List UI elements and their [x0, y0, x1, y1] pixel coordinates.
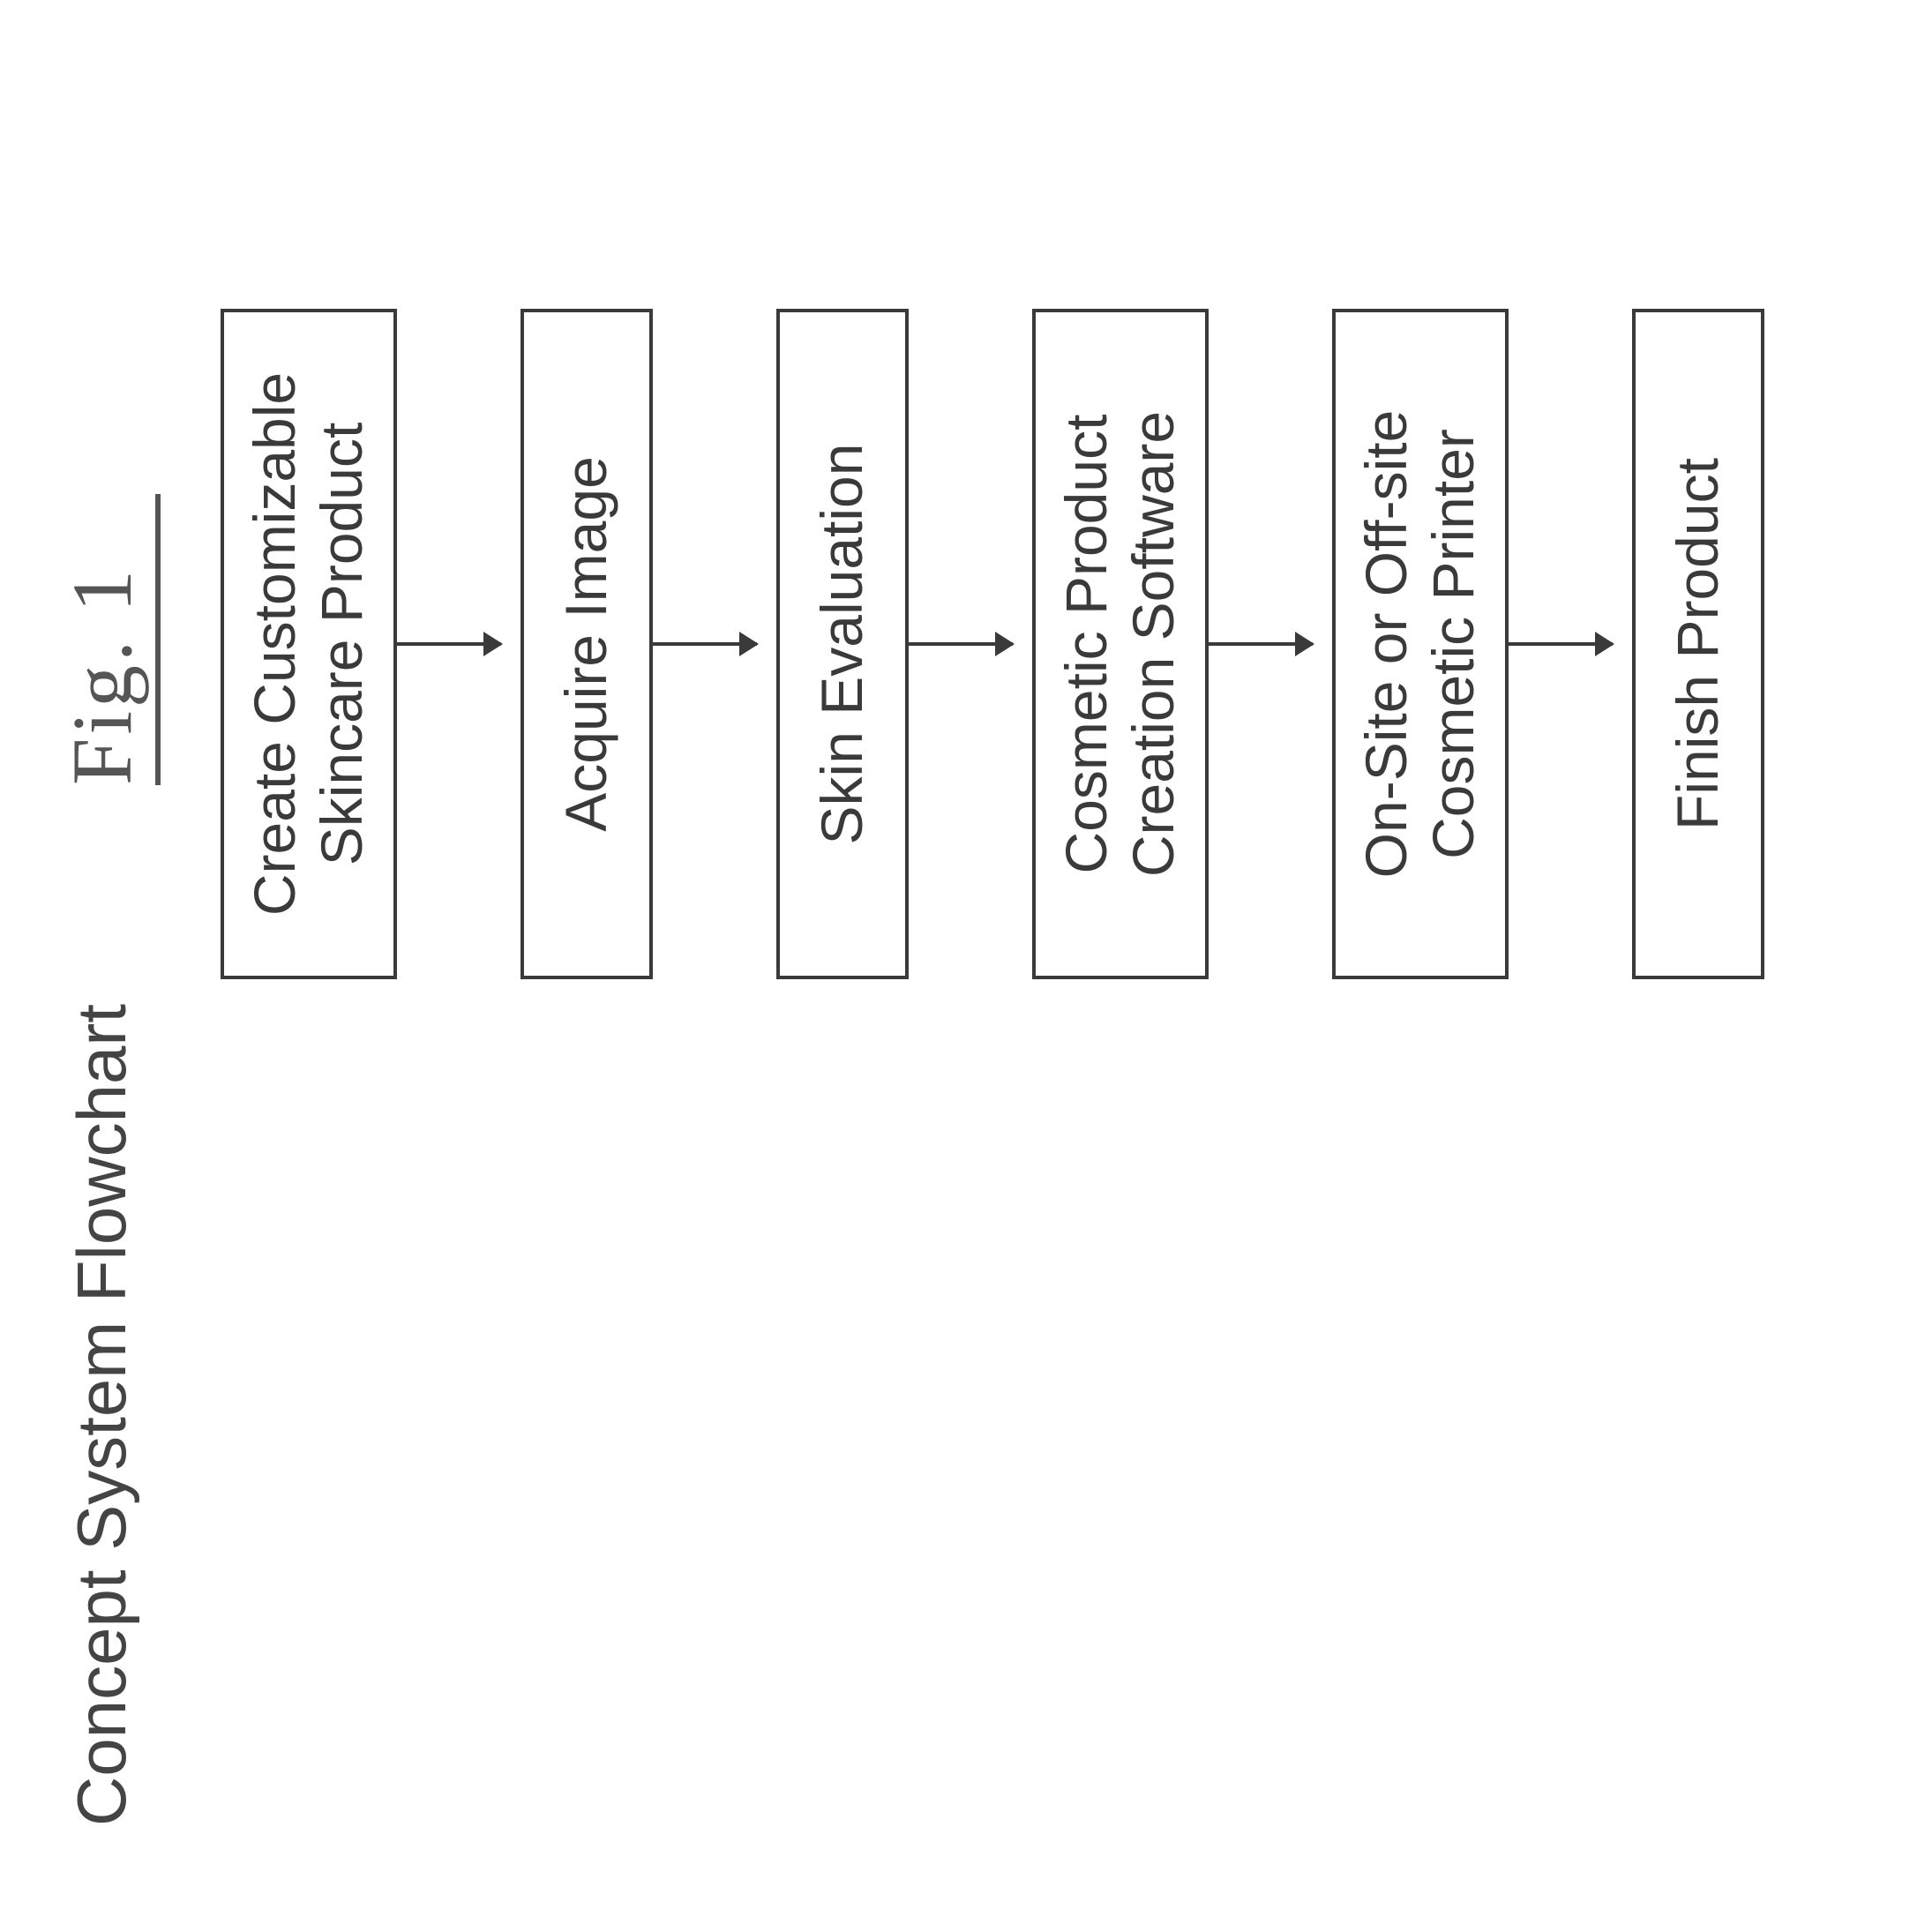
flow-arrow-n2-n3 [653, 642, 757, 646]
flow-arrow-n3-n4 [909, 642, 1013, 646]
page: Concept System Flowchart Fig. 1 Create C… [0, 0, 1749, 1932]
page-title: Concept System Flowchart [62, 1004, 142, 1826]
figure-label: Fig. 1 [53, 566, 151, 785]
stage: Concept System Flowchart Fig. 1 Create C… [0, 183, 1932, 1932]
flow-node-n3: Skin Evaluation [776, 309, 909, 979]
flow-node-n2: Acquire Image [520, 309, 653, 979]
flow-node-n1: Create CustomizableSkincare Product [221, 309, 397, 979]
figure-label-underline [155, 494, 161, 785]
flow-node-n6: Finish Product [1632, 309, 1764, 979]
flow-arrow-n5-n6 [1509, 642, 1613, 646]
flow-node-n4: Cosmetic ProductCreation Software [1032, 309, 1209, 979]
flow-node-n5: On-Site or Off-siteCosmetic Printer [1332, 309, 1509, 979]
flow-arrow-n4-n5 [1209, 642, 1313, 646]
flow-arrow-n1-n2 [397, 642, 501, 646]
